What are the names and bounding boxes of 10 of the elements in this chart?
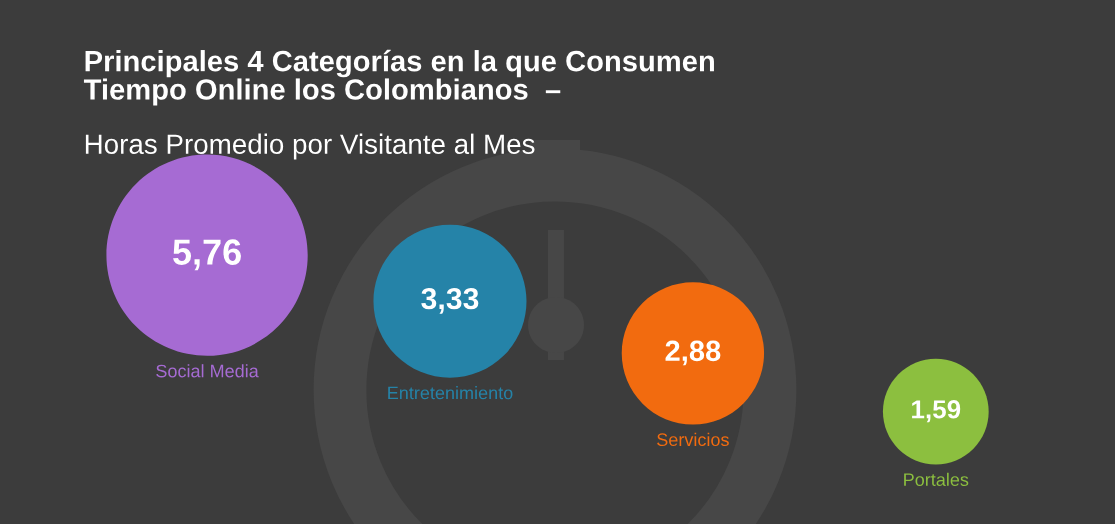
category-label: Servicios (657, 432, 729, 447)
text: Horas Promedio por Visitante al Mes (85, 133, 535, 160)
category-label: Social Media (156, 364, 259, 378)
data-label: 3,33 (421, 287, 479, 314)
data-label: 2,88 (665, 340, 721, 366)
category-label: Portales (904, 472, 969, 487)
data-label: 1,59 (912, 400, 961, 423)
text: Principales 4 Categorías en la que Consumen Tiempo Online los Colombianos – (83, 49, 714, 106)
category-label: Entretenimiento (388, 386, 513, 400)
data-label: 5,76 (173, 239, 241, 271)
